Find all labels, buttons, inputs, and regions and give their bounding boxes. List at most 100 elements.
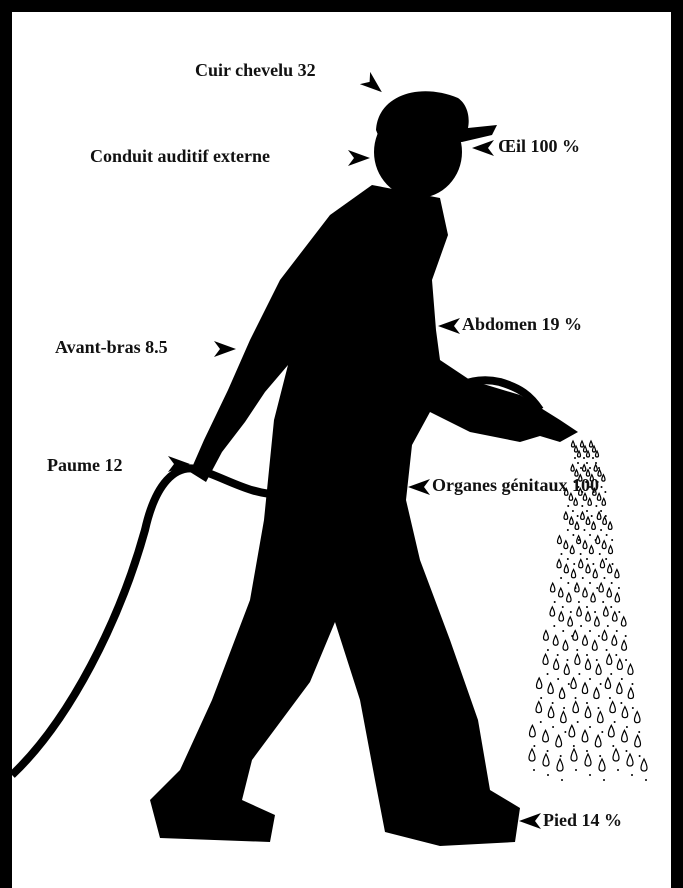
water-dot	[612, 563, 614, 565]
water-dot	[589, 582, 591, 584]
water-dot	[577, 462, 579, 464]
water-dot	[572, 510, 574, 512]
water-dot	[598, 467, 600, 469]
water-dot	[615, 654, 617, 656]
water-dot	[580, 553, 582, 555]
water-dot	[618, 611, 620, 613]
water-dot	[599, 755, 601, 757]
water-dot	[554, 601, 556, 603]
water-dot	[612, 745, 614, 747]
water-dot	[625, 750, 627, 752]
water-dot	[575, 769, 577, 771]
water-dot	[589, 726, 591, 728]
water-dot	[580, 467, 582, 469]
water-dot	[577, 721, 579, 723]
water-dot	[614, 721, 616, 723]
water-dot	[552, 702, 554, 704]
water-dot	[562, 630, 564, 632]
water-dot	[575, 697, 577, 699]
water-dot	[599, 553, 601, 555]
water-dot	[583, 529, 585, 531]
water-dot	[586, 558, 588, 560]
water-dot	[618, 587, 620, 589]
water-dot	[533, 769, 535, 771]
water-dot	[594, 611, 596, 613]
water-dot	[557, 678, 559, 680]
water-dot	[631, 683, 633, 685]
water-dot	[560, 553, 562, 555]
water-dot	[570, 611, 572, 613]
water-dot	[589, 467, 591, 469]
water-dot	[586, 654, 588, 656]
water-dot	[639, 755, 641, 757]
water-dot	[626, 726, 628, 728]
water-dot	[560, 577, 562, 579]
water-dot	[606, 649, 608, 651]
water-dot	[563, 707, 565, 709]
page: Cuir chevelu 32 Conduit auditif externe …	[0, 0, 683, 888]
water-dot	[645, 779, 647, 781]
label: Cuir chevelu 32	[195, 60, 316, 80]
label: Œil 100 %	[498, 136, 580, 156]
water-dot	[600, 510, 602, 512]
water-dot	[625, 659, 627, 661]
diagram: Cuir chevelu 32 Conduit auditif externe …	[0, 0, 683, 888]
water-dot	[601, 486, 603, 488]
water-dot	[632, 707, 634, 709]
label: Pied 14 %	[543, 810, 622, 830]
label: Organes génitaux 100	[432, 475, 599, 495]
water-dot	[547, 673, 549, 675]
water-dot	[589, 678, 591, 680]
water-dot	[567, 529, 569, 531]
water-dot	[625, 635, 627, 637]
water-dot	[572, 534, 574, 536]
water-dot	[547, 750, 549, 752]
water-dot	[602, 601, 604, 603]
water-dot	[592, 563, 594, 565]
water-dot	[583, 457, 585, 459]
water-dot	[589, 630, 591, 632]
label: Avant-bras 8.5	[55, 337, 168, 357]
label: Abdomen 19 %	[462, 314, 582, 334]
water-dot	[578, 601, 580, 603]
water-dot	[562, 606, 564, 608]
water-dot	[601, 731, 603, 733]
water-dot	[573, 745, 575, 747]
water-dot	[589, 534, 591, 536]
water-dot	[631, 774, 633, 776]
water-dot	[566, 659, 568, 661]
water-dot	[560, 755, 562, 757]
water-dot	[547, 649, 549, 651]
water-dot	[591, 515, 593, 517]
water-dot	[564, 731, 566, 733]
label: Paume 12	[47, 455, 123, 475]
water-dot	[578, 673, 580, 675]
water-dot	[561, 779, 563, 781]
water-dot	[596, 659, 598, 661]
water-dot	[610, 606, 612, 608]
water-dot	[568, 683, 570, 685]
water-dot	[597, 707, 599, 709]
water-dot	[540, 697, 542, 699]
water-dot	[586, 462, 588, 464]
water-dot	[574, 457, 576, 459]
water-dot	[607, 625, 609, 627]
water-dot	[604, 491, 606, 493]
water-dot	[595, 462, 597, 464]
water-dot	[600, 683, 602, 685]
water-dot	[592, 457, 594, 459]
water-dot	[620, 702, 622, 704]
water-dot	[605, 515, 607, 517]
water-dot	[586, 606, 588, 608]
water-dot	[617, 769, 619, 771]
water-dot	[586, 702, 588, 704]
water-dot	[606, 534, 608, 536]
label: Conduit auditif externe	[90, 146, 270, 166]
water-dot	[598, 635, 600, 637]
water-dot	[582, 577, 584, 579]
water-dot	[567, 558, 569, 560]
water-dot	[553, 625, 555, 627]
water-dot	[547, 774, 549, 776]
water-dot	[621, 678, 623, 680]
water-dot	[552, 726, 554, 728]
